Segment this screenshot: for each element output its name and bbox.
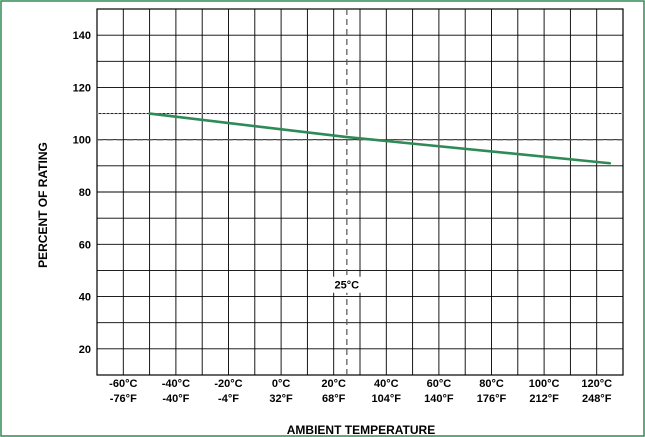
x-tick-label-fahrenheit: 212°F	[529, 393, 559, 405]
x-tick-label-celsius: 100°C	[529, 378, 560, 390]
x-tick-label-celsius: 60°C	[427, 378, 452, 390]
y-ticks: 20 40 60 80 100 120 140	[73, 30, 91, 356]
x-ticks: -60°C -76°F -40°C -40°F -20°C -4°F 0°C 32°F 20°C…	[109, 378, 612, 405]
plot-border	[96, 8, 624, 376]
annotation-label: 25°C	[335, 280, 360, 292]
y-tick-label: 40	[79, 292, 91, 304]
annotations: 25°C	[330, 276, 363, 293]
x-tick-label-celsius: 20°C	[321, 378, 346, 390]
x-tick-label-celsius: 120°C	[581, 378, 612, 390]
x-tick-label-fahrenheit: 176°F	[477, 393, 507, 405]
x-tick-label-fahrenheit: 104°F	[372, 393, 402, 405]
y-tick-label: 140	[73, 30, 91, 42]
reference-lines	[97, 9, 623, 375]
series-line	[148, 112, 612, 165]
x-tick-label-celsius: -20°C	[214, 378, 242, 390]
x-tick-label-fahrenheit: 68°F	[322, 393, 346, 405]
y-axis-title: PERCENT OF RATING	[36, 142, 50, 268]
x-tick-label-fahrenheit: 140°F	[424, 393, 454, 405]
x-tick-label-fahrenheit: 32°F	[269, 393, 293, 405]
x-tick-label-celsius: -40°C	[162, 378, 190, 390]
x-tick-label-celsius: 0°C	[272, 378, 291, 390]
x-tick-label-fahrenheit: -40°F	[162, 393, 189, 405]
x-tick-label-celsius: 40°C	[374, 378, 399, 390]
y-tick-label: 60	[79, 239, 91, 251]
x-tick-label-celsius: 80°C	[479, 378, 504, 390]
series-layer	[148, 112, 612, 165]
x-tick-label-fahrenheit: -76°F	[110, 393, 137, 405]
y-tick-label: 100	[73, 135, 91, 147]
x-tick-label-fahrenheit: -4°F	[218, 393, 239, 405]
y-tick-label: 80	[79, 187, 91, 199]
x-axis-title: AMBIENT TEMPERATURE	[287, 423, 435, 437]
x-tick-label-celsius: -60°C	[109, 378, 137, 390]
x-tick-label-fahrenheit: 248°F	[582, 393, 612, 405]
annotation-background	[330, 276, 363, 293]
grid	[96, 8, 624, 376]
y-tick-label: 120	[73, 82, 91, 94]
y-tick-label: 20	[79, 344, 91, 356]
